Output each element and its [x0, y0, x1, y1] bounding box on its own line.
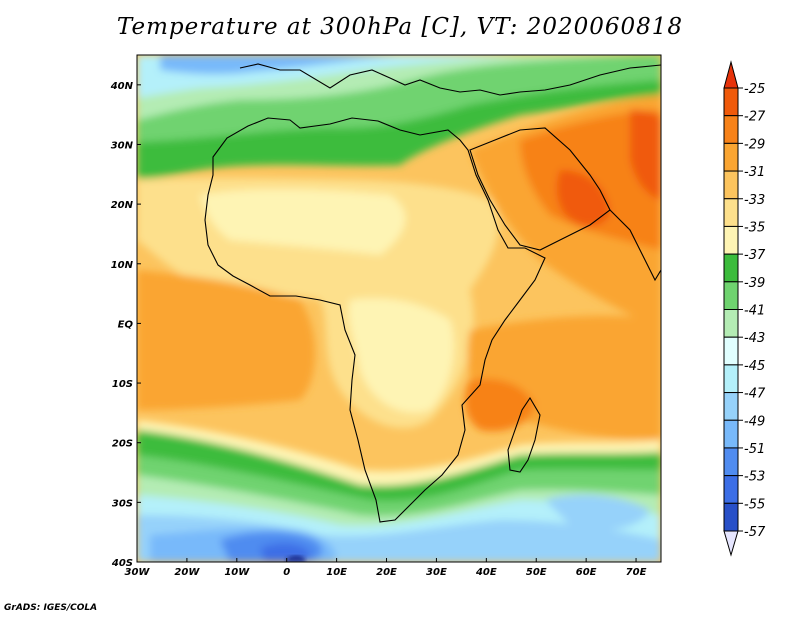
colorbar-swatch — [723, 364, 739, 394]
colorbar-top-arrow — [723, 60, 739, 89]
colorbar-label: -53 — [744, 470, 765, 485]
colorbar-swatch — [723, 309, 739, 338]
lon-tick-label: 20W — [174, 567, 200, 578]
lon-tick-label: 0 — [283, 567, 290, 578]
colorbar-swatch — [723, 336, 739, 366]
colorbar-label: -45 — [744, 359, 765, 374]
colorbar-label: -41 — [744, 304, 765, 319]
latitude-axis: 40N 30N 20N 10N EQ 10S 20S 30S 40S — [110, 81, 141, 569]
lon-tick-label: 10E — [326, 567, 347, 578]
colorbar-bottom-arrow — [723, 530, 739, 557]
colorbar-label: -43 — [744, 331, 765, 346]
colorbar-label: -25 — [744, 82, 765, 97]
lon-tick-label: 30W — [125, 567, 151, 578]
lon-tick-label: 40E — [475, 567, 497, 578]
arabia-coastline — [469, 127, 611, 251]
lat-tick-label: 10N — [111, 260, 134, 271]
lat-tick-label: 20N — [111, 200, 134, 211]
plot-border — [136, 54, 662, 563]
lon-tick-label: 70E — [626, 567, 647, 578]
colorbar-label: -39 — [744, 276, 765, 291]
lon-tick-label: 20E — [376, 567, 397, 578]
colorbar-label: -47 — [744, 387, 766, 402]
lon-tick-label: 10W — [224, 567, 250, 578]
lat-tick-label: 20S — [112, 439, 133, 450]
colorbar-swatch — [723, 253, 739, 283]
colorbar-label: -35 — [744, 220, 765, 235]
lon-tick-label: 60E — [576, 567, 597, 578]
colorbar-swatch — [723, 475, 739, 504]
longitude-axis: 30W 20W 10W 0 10E 20E 30E 40E 50E 60E 70E — [125, 558, 647, 578]
grads-credit: GrADS: IGES/COLA — [4, 603, 98, 613]
temperature-field — [137, 55, 661, 562]
colorbar-swatch — [723, 87, 739, 117]
colorbar-label: -57 — [744, 525, 766, 540]
map-title: Temperature at 300hPa [C], VT: 202006081… — [116, 14, 684, 40]
colorbar-swatch — [723, 447, 739, 477]
colorbar-label: -31 — [744, 165, 765, 180]
colorbar: -25 -27 -29 -31 -33 -35 -37 -39 -41 -43 -45 -47 -49 -… — [723, 60, 766, 557]
colorbar-swatch — [723, 281, 739, 310]
lat-tick-label: 30S — [112, 498, 133, 509]
india-coastline — [609, 209, 661, 282]
lat-tick-label: 40N — [110, 81, 134, 92]
lat-tick-label: 30N — [111, 140, 134, 151]
colorbar-swatch — [723, 115, 739, 144]
lon-tick-label: 30E — [426, 567, 447, 578]
colorbar-swatch — [723, 198, 739, 227]
colorbar-label: -29 — [744, 137, 765, 152]
coastlines — [204, 63, 661, 523]
colorbar-swatch — [723, 170, 739, 200]
colorbar-label: -51 — [744, 442, 765, 457]
colorbar-label: -37 — [744, 248, 766, 263]
africa-coastline — [204, 117, 546, 523]
colorbar-swatch — [723, 419, 739, 449]
colorbar-label: -33 — [744, 193, 765, 208]
colorbar-label: -27 — [744, 110, 766, 125]
lat-tick-label: 10S — [112, 379, 133, 390]
lon-tick-label: 50E — [526, 567, 547, 578]
lat-tick-label: 40S — [111, 558, 133, 569]
colorbar-label: -49 — [744, 414, 765, 429]
colorbar-swatch — [723, 392, 739, 421]
lat-tick-label: EQ — [118, 319, 134, 330]
colorbar-swatch — [723, 502, 739, 532]
colorbar-swatch — [723, 142, 739, 172]
madagascar-coastline — [507, 396, 541, 473]
europe-coastline — [239, 63, 661, 96]
colorbar-swatch — [723, 225, 739, 255]
colorbar-label: -55 — [744, 497, 765, 512]
